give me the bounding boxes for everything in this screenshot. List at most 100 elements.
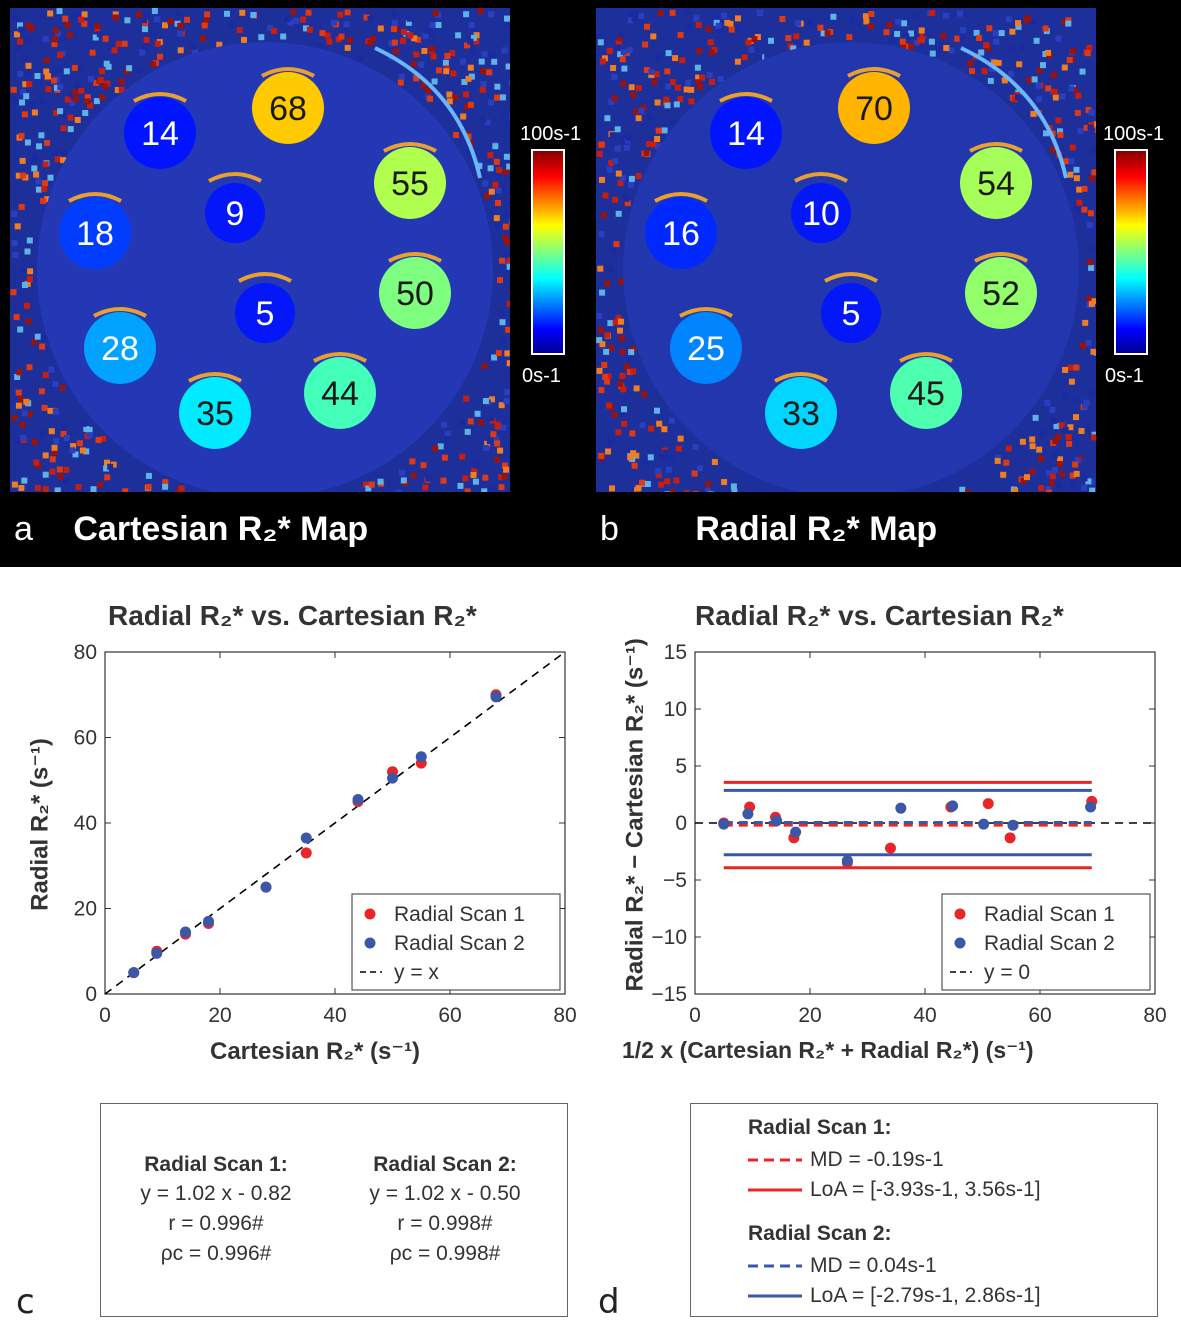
stats-box-c — [100, 1103, 568, 1317]
legend-entry: Radial Scan 1 — [984, 903, 1115, 926]
map-b-label: b Radial R₂* Map — [600, 510, 937, 549]
stat-c-scan1-r: r = 0.996# — [168, 1212, 264, 1235]
data-point — [1007, 819, 1019, 831]
noise-background — [10, 8, 510, 492]
chart-c-ylabel: Radial R₂* (s⁻¹) — [26, 738, 54, 911]
y-tick-label: 5 — [675, 755, 687, 778]
data-point — [718, 818, 730, 830]
y-tick-label: 40 — [74, 812, 97, 835]
stat-d-scan2-head: Radial Scan 2: — [748, 1222, 892, 1245]
stat-c-scan2-eq: y = 1.02 x - 0.50 — [369, 1182, 521, 1205]
colorbar-max-label: 100s-1 — [520, 123, 581, 145]
stat-c-scan1-eq: y = 1.02 x - 0.82 — [140, 1182, 292, 1205]
x-tick-label: 80 — [553, 1004, 576, 1027]
y-tick-label: 20 — [74, 898, 97, 921]
data-point — [841, 855, 853, 867]
y-tick-label: 80 — [74, 641, 97, 664]
vial-value-label: 10 — [802, 195, 840, 233]
data-point — [982, 798, 994, 810]
chart-d-title: Radial R₂* vs. Cartesian R₂* — [695, 600, 1064, 631]
panel-letter-b: b — [600, 510, 619, 548]
data-point — [300, 847, 312, 859]
x-tick-label: 0 — [689, 1004, 701, 1027]
data-point — [128, 967, 140, 979]
chart-d-plot: 0 20 40 60 80 −15 −10 −5 0 5 10 15 Radial Scan 1 Radi… — [651, 641, 1166, 1027]
panel-letter-c: c — [16, 1282, 35, 1322]
vial-value-label: 52 — [982, 275, 1020, 313]
x-tick-label: 20 — [208, 1004, 231, 1027]
legend-entry: Radial Scan 2 — [394, 932, 525, 955]
chart-d-ylabel: Radial R₂* − Cartesian R₂* (s⁻¹) — [621, 638, 649, 992]
cartesian-r2-map: 14 68 55 18 9 50 5 28 35 44 — [10, 8, 510, 492]
data-point — [1085, 801, 1097, 813]
legend — [351, 893, 561, 991]
data-point — [260, 881, 272, 893]
x-tick-label: 20 — [798, 1004, 821, 1027]
data-point — [978, 818, 990, 830]
x-tick-label: 40 — [913, 1004, 936, 1027]
x-tick-label: 60 — [1028, 1004, 1051, 1027]
colorbar-a: 100s-1 0s-1 — [520, 123, 581, 387]
panel-letter-d: d — [598, 1282, 620, 1322]
legend-entry: Radial Scan 1 — [394, 903, 525, 926]
data-point — [490, 691, 502, 703]
stats-box-d — [690, 1103, 1158, 1317]
stat-d-scan2-md: MD = 0.04s-1 — [810, 1254, 937, 1277]
panel-letter-a: a — [14, 510, 33, 548]
legend-entry: Radial Scan 2 — [984, 932, 1115, 955]
stat-d-scan1-head: Radial Scan 1: — [748, 1116, 892, 1139]
chart-c-title: Radial R₂* vs. Cartesian R₂* — [108, 600, 477, 631]
x-tick-label: 40 — [323, 1004, 346, 1027]
colorbar-max-label: 100s-1 — [1103, 123, 1164, 145]
vial-value-label: 44 — [321, 375, 359, 413]
stat-c-scan1-rho: ρc = 0.996# — [160, 1242, 272, 1265]
data-point — [771, 815, 783, 827]
vial-value-label: 68 — [269, 90, 307, 128]
data-point — [790, 826, 802, 838]
data-point — [387, 772, 398, 784]
stat-c-scan2-r: r = 0.998# — [397, 1212, 493, 1235]
data-point — [1004, 832, 1016, 844]
vial-value-label: 28 — [101, 330, 139, 368]
map-b-title: Radial R₂* Map — [695, 510, 938, 548]
data-point — [203, 915, 214, 927]
legend — [941, 893, 1151, 991]
stat-d-scan2-loa: LoA = [-2.79s-1, 2.86s-1] — [810, 1284, 1041, 1307]
y-tick-label: 60 — [74, 727, 97, 750]
data-point — [742, 808, 754, 820]
data-point — [885, 842, 896, 854]
data-point — [300, 832, 312, 844]
chart-d-xlabel: 1/2 x (Cartesian R₂* + Radial R₂*) (s⁻¹) — [622, 1037, 1034, 1063]
vial-value-label: 18 — [76, 215, 114, 253]
vial-value-label: 70 — [855, 90, 893, 128]
radial-r2-map: 14 70 54 16 10 52 5 25 33 45 — [596, 8, 1096, 492]
data-point — [947, 800, 959, 812]
chart-c-plot: 0 20 40 60 80 0 20 40 60 80 Radial Scan 1 Radial Sc… — [74, 641, 577, 1027]
stat-d-scan1-md: MD = -0.19s-1 — [810, 1148, 944, 1171]
stat-c-scan2-head: Radial Scan 2: — [373, 1153, 517, 1176]
legend-entry: y = 0 — [984, 961, 1030, 984]
y-tick-label: 15 — [664, 641, 687, 664]
chart-c-xlabel: Cartesian R₂* (s⁻¹) — [210, 1038, 421, 1065]
x-tick-label: 0 — [99, 1004, 111, 1027]
vial-value-label: 50 — [396, 275, 434, 313]
vial-value-label: 35 — [196, 395, 234, 433]
noise-background — [596, 8, 1096, 492]
data-point — [895, 802, 907, 814]
legend-entry: y = x — [394, 961, 439, 984]
vial-value-label: 45 — [907, 375, 945, 413]
identity-line — [104, 651, 566, 995]
vial-value-label: 16 — [662, 215, 700, 253]
y-tick-label: 0 — [675, 812, 687, 835]
vial-value-label: 14 — [141, 115, 179, 153]
data-point — [180, 926, 191, 938]
data-point — [151, 947, 163, 959]
colorbar-b: 100s-1 0s-1 — [1103, 123, 1164, 387]
vial-value-label: 25 — [687, 330, 725, 368]
stat-c-scan1-head: Radial Scan 1: — [144, 1153, 288, 1176]
vial-value-label: 5 — [256, 295, 275, 333]
data-point — [415, 751, 427, 763]
stats-d-keys — [748, 1158, 802, 1298]
vial-value-label: 5 — [842, 295, 861, 333]
y-tick-label: −10 — [651, 926, 687, 949]
